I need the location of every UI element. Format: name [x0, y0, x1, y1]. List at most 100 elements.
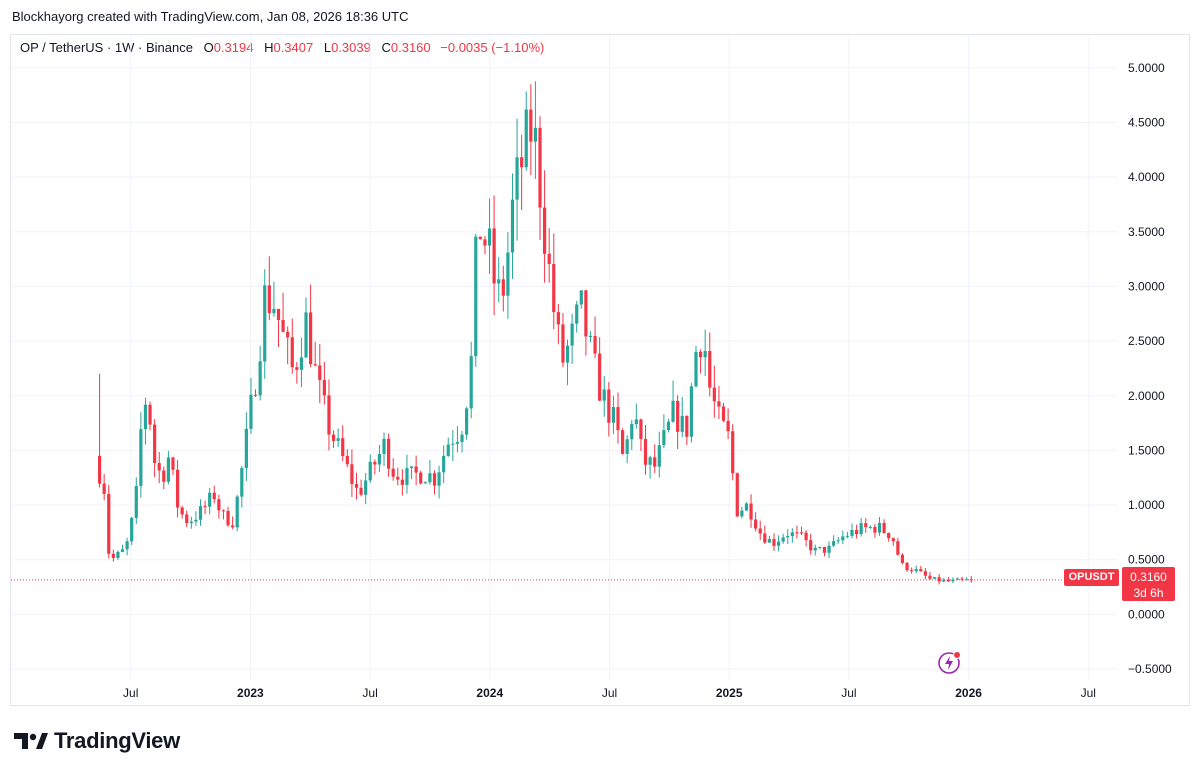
- candle-body: [258, 361, 262, 396]
- candle-body: [437, 472, 441, 486]
- candle-body: [561, 324, 565, 363]
- candle-body: [185, 514, 189, 524]
- candle-body: [231, 525, 235, 528]
- chart-attribution: Blockhayorg created with TradingView.com…: [12, 9, 409, 24]
- y-tick-label: 5.0000: [1128, 61, 1165, 75]
- candle-body: [542, 207, 547, 254]
- candle-body: [336, 438, 340, 441]
- open-label: O: [203, 40, 214, 55]
- candle-body: [666, 421, 671, 431]
- x-tick-label: Jul: [123, 686, 138, 700]
- candle-body: [208, 492, 212, 507]
- candle-body: [130, 517, 134, 542]
- candle-body: [428, 473, 432, 483]
- candle-body: [432, 473, 437, 486]
- ohlc-legend: OP / TetherUS · 1W · Binance O0.3194 H0.…: [20, 40, 544, 55]
- y-tick-label: 3.0000: [1128, 279, 1165, 293]
- candle-body: [717, 401, 721, 407]
- candle-body: [194, 519, 198, 522]
- candle-body: [630, 424, 634, 440]
- candle-body: [685, 415, 689, 437]
- candle-body: [423, 482, 427, 484]
- y-tick-label: 1.0000: [1128, 498, 1165, 512]
- candle-body: [533, 127, 538, 142]
- close-value: 0.3160: [390, 40, 431, 55]
- candle-body: [763, 533, 767, 543]
- candle-body: [896, 541, 900, 555]
- candle-body: [556, 312, 560, 325]
- candle-body: [799, 532, 804, 534]
- candle-body: [565, 345, 570, 363]
- candle-body: [584, 290, 588, 337]
- candle-body: [465, 408, 469, 435]
- candle-body: [859, 523, 863, 535]
- candle-body: [786, 536, 790, 538]
- candle-body: [478, 236, 482, 240]
- candle-body: [955, 578, 960, 580]
- candle-body: [368, 461, 372, 481]
- y-tick-label: −0.5000: [1128, 662, 1172, 676]
- candle-body: [460, 434, 464, 443]
- candle-body: [877, 522, 882, 533]
- candle-body: [712, 387, 716, 402]
- candle-body: [226, 510, 230, 526]
- candle-body: [726, 420, 730, 432]
- x-tick-label: 2025: [716, 686, 743, 700]
- candle-body: [932, 577, 937, 579]
- candle-body: [327, 395, 331, 435]
- candle-body: [143, 404, 148, 430]
- candle-body: [139, 429, 143, 487]
- candle-body: [235, 496, 239, 528]
- candle-body: [744, 503, 749, 511]
- candle-body: [487, 228, 492, 246]
- candle-body: [850, 529, 854, 536]
- candle-body: [116, 551, 120, 558]
- candle-body: [157, 463, 161, 471]
- candle-body: [281, 320, 285, 332]
- lightning-icon[interactable]: [937, 650, 963, 676]
- candle-body: [345, 455, 349, 465]
- candle-body: [689, 386, 694, 437]
- candle-body: [818, 546, 822, 548]
- symbol-label[interactable]: OP / TetherUS · 1W · Binance: [20, 40, 193, 55]
- candle-body: [125, 541, 129, 550]
- candle-body: [497, 279, 501, 284]
- candle-body: [212, 492, 216, 500]
- candle-body: [662, 430, 666, 446]
- candle-body: [180, 507, 184, 515]
- tradingview-logo[interactable]: TradingView: [14, 728, 180, 754]
- change-value: −0.0035 (−1.10%): [440, 40, 545, 55]
- candle-body: [203, 506, 207, 508]
- candle-body: [813, 547, 817, 551]
- candle-body: [331, 434, 336, 441]
- candle-body: [754, 519, 758, 529]
- y-tick-label: 1.5000: [1128, 443, 1165, 457]
- candle-body: [740, 510, 744, 517]
- candle-body: [804, 532, 808, 541]
- candle-body: [492, 228, 496, 284]
- candle-body: [928, 575, 932, 579]
- candle-body: [854, 529, 859, 535]
- candle-body: [708, 350, 712, 388]
- candle-body: [620, 430, 625, 454]
- candle-body: [359, 487, 363, 495]
- candle-body: [400, 479, 404, 485]
- candle-body: [588, 336, 593, 338]
- candle-body: [552, 263, 556, 313]
- candle-body: [827, 545, 831, 553]
- symbol-price-tag: OPUSDT: [1064, 569, 1119, 586]
- x-tick-label: Jul: [841, 686, 856, 700]
- candle-body: [570, 323, 574, 346]
- candle-body: [249, 394, 253, 429]
- candle-body: [882, 522, 886, 533]
- low-value: 0.3039: [331, 40, 371, 55]
- candle-body: [506, 252, 510, 296]
- candle-body: [529, 109, 533, 142]
- candle-body: [240, 468, 244, 497]
- candle-body: [868, 526, 872, 528]
- candle-body: [841, 536, 845, 541]
- candle-body: [295, 367, 299, 370]
- candle-body: [396, 476, 400, 480]
- candle-body: [286, 331, 290, 338]
